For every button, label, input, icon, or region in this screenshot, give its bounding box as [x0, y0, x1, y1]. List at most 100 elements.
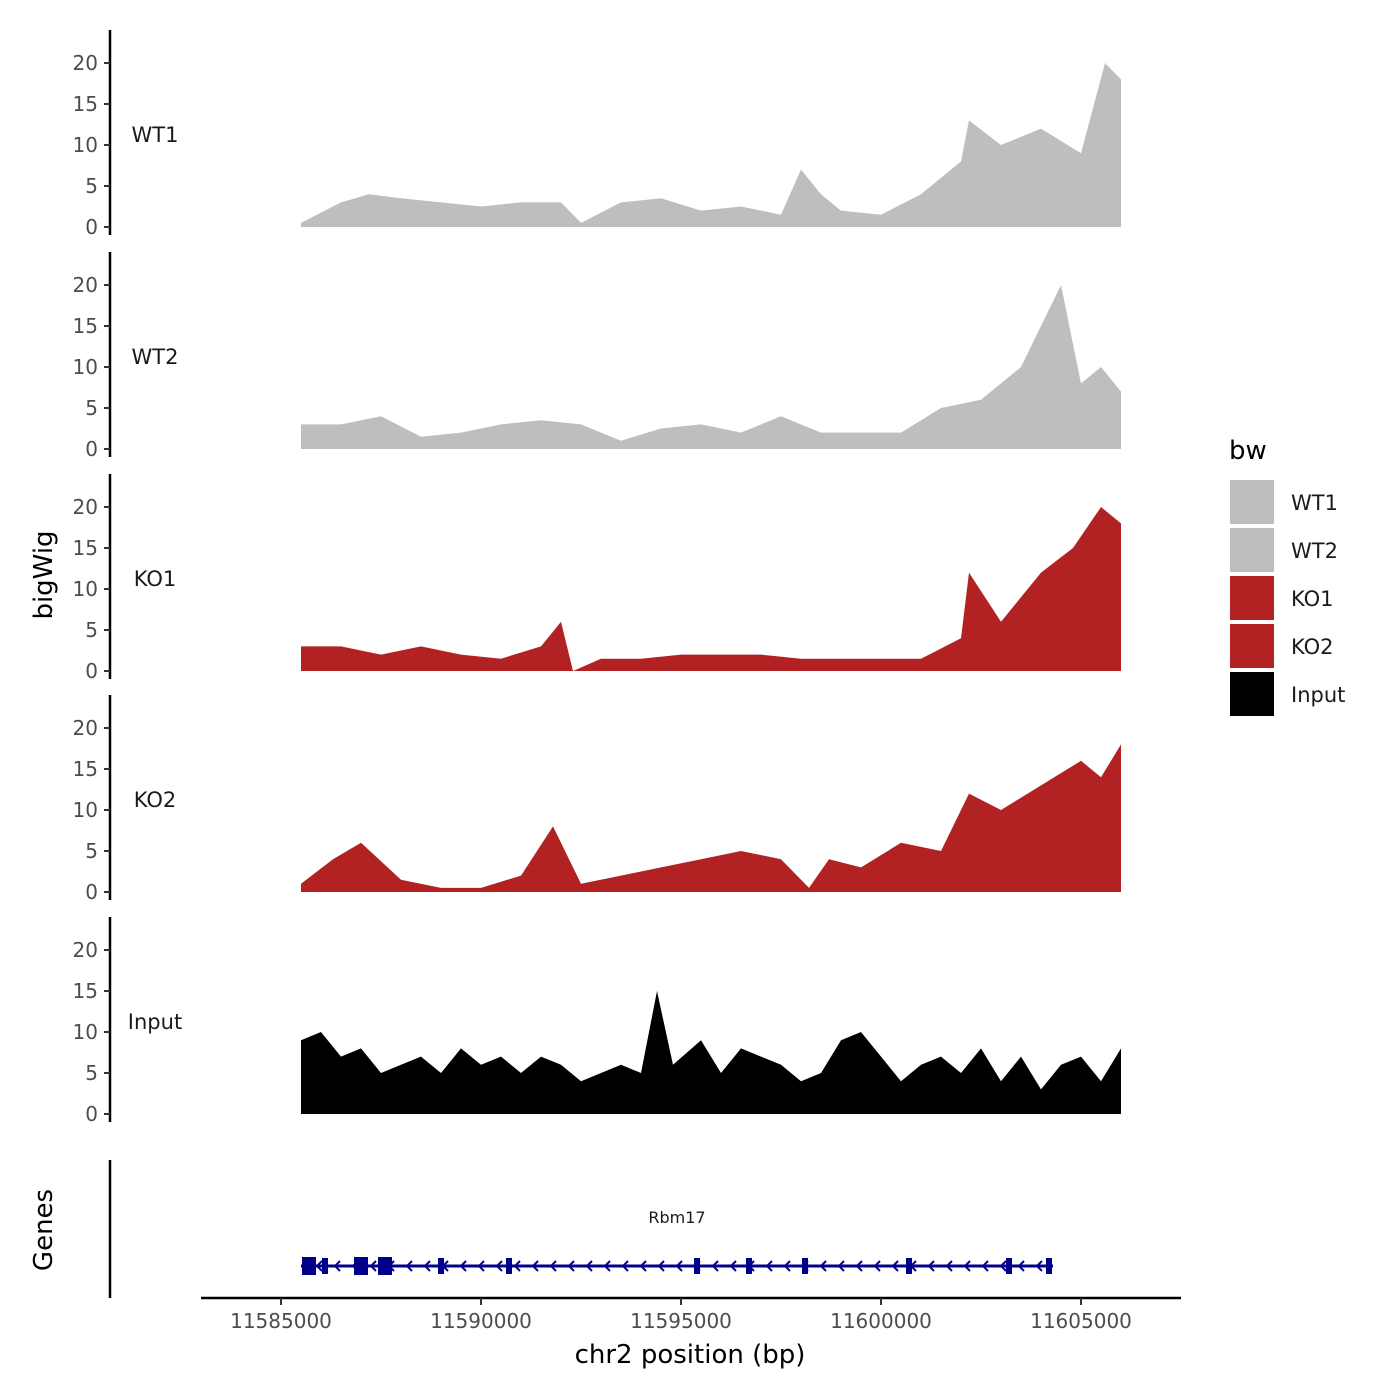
gene-exon	[906, 1258, 912, 1274]
gene-exon	[1006, 1258, 1012, 1274]
strand-arrow-icon	[621, 1260, 629, 1272]
x-tick-label: 11595000	[630, 1309, 732, 1333]
y-tick-label: 0	[85, 437, 98, 461]
series-area-input	[301, 991, 1121, 1114]
strand-arrow-icon	[927, 1260, 935, 1272]
strand-arrow-icon	[315, 1260, 323, 1272]
gene-exon	[302, 1257, 316, 1275]
gene-track: Rbm17	[108, 1160, 1053, 1298]
strand-arrow-icon	[549, 1260, 557, 1272]
strand-arrow-icon	[873, 1260, 881, 1272]
strand-arrow-icon	[405, 1260, 413, 1272]
legend-label-input: Input	[1291, 683, 1345, 707]
strand-arrow-icon	[531, 1260, 539, 1272]
strand-arrow-icon	[657, 1260, 665, 1272]
gene-exon	[506, 1258, 512, 1274]
series-area-ko2	[301, 744, 1121, 892]
y-tick-label: 15	[73, 92, 98, 116]
gene-exon	[354, 1257, 368, 1275]
strand-arrow-icon	[891, 1260, 899, 1272]
strand-arrow-icon	[963, 1260, 971, 1272]
legend-swatch-ko1	[1230, 576, 1274, 620]
y-tick-label: 10	[73, 1020, 98, 1044]
y-tick-label: 20	[73, 51, 98, 75]
x-tick-label: 11600000	[830, 1309, 932, 1333]
strand-arrow-icon	[567, 1260, 575, 1272]
track-label-input: Input	[128, 1010, 182, 1034]
y-tick-label: 20	[73, 273, 98, 297]
y-tick-label: 20	[73, 938, 98, 962]
y-tick-label: 5	[85, 1061, 98, 1085]
strand-arrow-icon	[765, 1260, 773, 1272]
gene-exon	[378, 1257, 392, 1275]
gene-exon	[746, 1258, 752, 1274]
strand-arrow-icon	[729, 1260, 737, 1272]
strand-arrow-icon	[603, 1260, 611, 1272]
legend-label-ko2: KO2	[1291, 635, 1334, 659]
legend-label-wt1: WT1	[1291, 491, 1338, 515]
strand-arrow-icon	[585, 1260, 593, 1272]
y-tick-label: 10	[73, 577, 98, 601]
strand-arrow-icon	[819, 1260, 827, 1272]
y-tick-label: 15	[73, 314, 98, 338]
y-tick-label: 0	[85, 1102, 98, 1126]
strand-arrow-icon	[1035, 1260, 1043, 1272]
strand-arrow-icon	[513, 1260, 521, 1272]
legend-swatch-wt1	[1230, 480, 1274, 524]
panel-wt2: 0 5 10 15 20 WT2	[73, 252, 1122, 461]
genes-axis-title: Genes	[29, 1189, 59, 1271]
strand-arrow-icon	[369, 1260, 377, 1272]
legend: WT1 WT2 KO1 KO2 Input	[1230, 480, 1345, 716]
y-tick-label: 10	[73, 133, 98, 157]
legend-label-wt2: WT2	[1291, 539, 1338, 563]
y-tick-label: 0	[85, 659, 98, 683]
strand-arrow-icon	[837, 1260, 845, 1272]
series-area-wt1	[301, 63, 1121, 227]
track-label-ko1: KO1	[134, 567, 177, 591]
panel-input: 0 5 10 15 20 Input	[73, 917, 1122, 1126]
strand-arrow-icon	[333, 1260, 341, 1272]
y-tick-label: 5	[85, 396, 98, 420]
strand-arrow-icon	[639, 1260, 647, 1272]
y-tick-label: 5	[85, 174, 98, 198]
x-axis-title: chr2 position (bp)	[575, 1340, 806, 1370]
y-tick-label: 5	[85, 839, 98, 863]
y-tick-label: 10	[73, 355, 98, 379]
strand-arrow-icon	[477, 1260, 485, 1272]
y-tick-label: 15	[73, 757, 98, 781]
strand-arrow-icon	[711, 1260, 719, 1272]
y-tick-label: 10	[73, 798, 98, 822]
y-tick-label: 5	[85, 618, 98, 642]
strand-arrow-icon	[423, 1260, 431, 1272]
strand-arrow-icon	[495, 1260, 503, 1272]
gene-label: Rbm17	[648, 1208, 705, 1227]
gene-exon	[802, 1258, 808, 1274]
legend-swatch-input	[1230, 672, 1274, 716]
y-tick-label: 15	[73, 979, 98, 1003]
strand-arrow-icon	[459, 1260, 467, 1272]
gene-exon	[322, 1258, 328, 1274]
panel-wt1: 0 5 10 15 20 WT1	[73, 30, 1122, 239]
legend-swatch-wt2	[1230, 528, 1274, 572]
gene-exon	[1046, 1258, 1052, 1274]
strand-arrow-icon	[855, 1260, 863, 1272]
strand-arrow-icon	[945, 1260, 953, 1272]
strand-arrow-icon	[981, 1260, 989, 1272]
y-tick-label: 0	[85, 880, 98, 904]
y-tick-label: 20	[73, 495, 98, 519]
strand-arrow-icon	[999, 1260, 1007, 1272]
y-tick-label: 0	[85, 215, 98, 239]
track-label-wt2: WT2	[132, 345, 179, 369]
x-tick-label: 11605000	[1030, 1309, 1132, 1333]
strand-arrow-icon	[1017, 1260, 1025, 1272]
chart-panels: 0 5 10 15 20 WT1 0 5 10 15 20 WT2 0 5 10 15 20 KO1 0 5 10 15 2…	[73, 30, 1122, 1126]
x-axis: 11585000 11590000 11595000 11600000 11605000	[201, 1296, 1181, 1333]
strand-arrow-icon	[675, 1260, 683, 1272]
legend-swatch-ko2	[1230, 624, 1274, 668]
legend-title: bw	[1229, 436, 1267, 466]
panel-ko1: 0 5 10 15 20 KO1	[73, 474, 1122, 683]
x-tick-label: 11590000	[430, 1309, 532, 1333]
track-label-ko2: KO2	[134, 788, 177, 812]
series-area-ko1	[301, 507, 1121, 671]
